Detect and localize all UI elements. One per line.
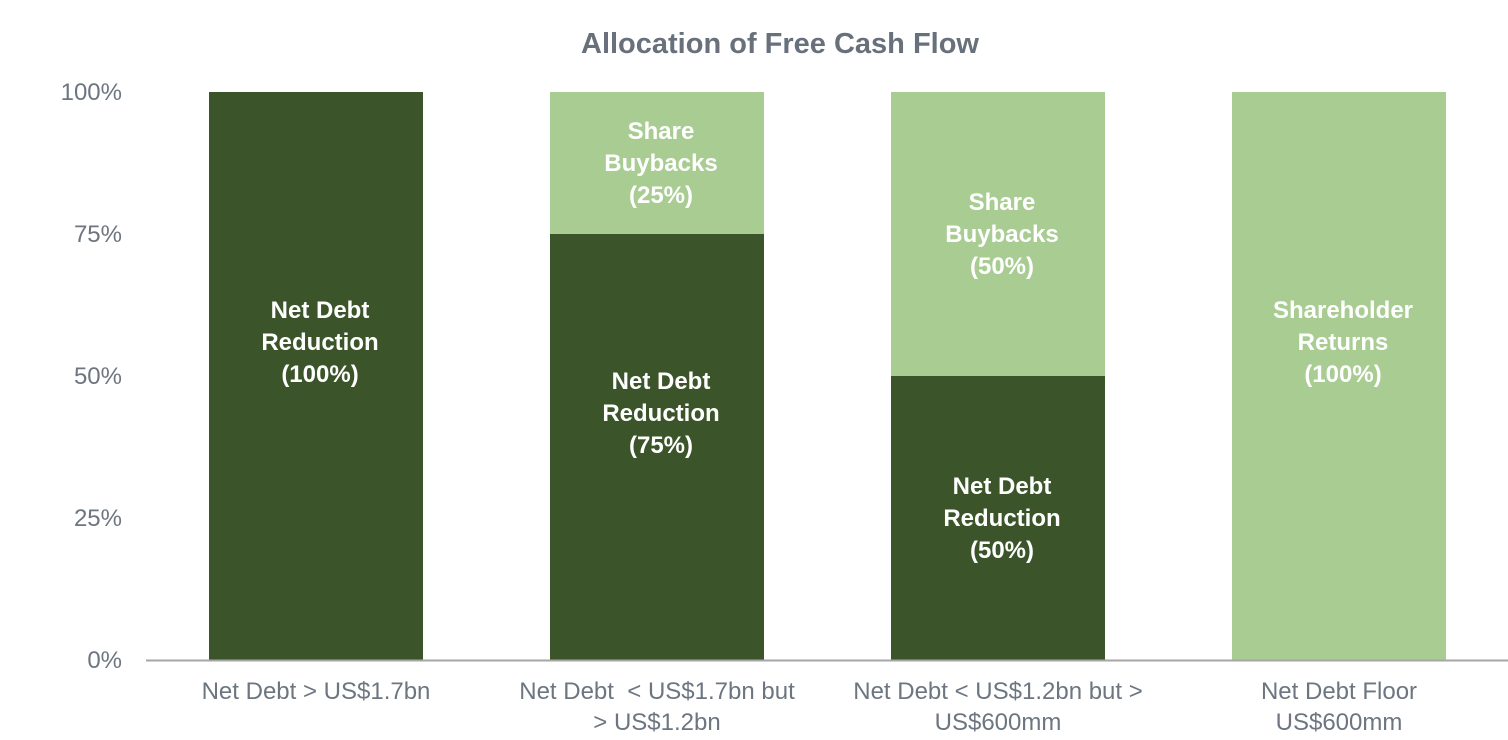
chart-title: Allocation of Free Cash Flow xyxy=(581,28,979,60)
bar-data-label: Reduction xyxy=(261,329,378,356)
bar-data-label: Shareholder xyxy=(1273,297,1413,324)
x-tick-label: Net Debt > US$1.7bn xyxy=(202,678,431,705)
bar-data-label: Reduction xyxy=(943,505,1060,532)
bar-data-label: Returns xyxy=(1298,329,1389,356)
y-tick-label: 0% xyxy=(87,647,122,674)
bar-data-label: Buybacks xyxy=(945,221,1058,248)
bar-data-label: Net Debt xyxy=(612,368,711,395)
bar-segment-dark xyxy=(550,234,764,660)
x-tick-label: Net Debt Floor xyxy=(1261,678,1417,705)
bar-data-label: (25%) xyxy=(629,182,693,209)
bar-data-label: Net Debt xyxy=(271,297,370,324)
bar-data-label: Share xyxy=(969,189,1036,216)
bar-segment-light xyxy=(891,92,1105,376)
y-tick-label: 100% xyxy=(61,79,122,106)
bar-segment-light xyxy=(1232,92,1446,660)
bar-data-label: Reduction xyxy=(602,400,719,427)
bar-segment-dark xyxy=(891,376,1105,660)
bar-data-label: (100%) xyxy=(1304,361,1381,388)
bar-segment-light xyxy=(550,92,764,234)
x-tick-label: Net Debt < US$1.2bn but > xyxy=(853,678,1143,705)
y-tick-label: 75% xyxy=(74,221,122,248)
bar-data-label: (50%) xyxy=(970,253,1034,280)
bar-data-label: Share xyxy=(628,118,695,145)
y-tick-label: 25% xyxy=(74,505,122,532)
bar-data-label: Net Debt xyxy=(953,473,1052,500)
x-tick-label: US$600mm xyxy=(935,709,1062,736)
x-tick-label: Net Debt < US$1.7bn but xyxy=(519,678,795,705)
x-tick-label: > US$1.2bn xyxy=(593,709,720,736)
bar-segment-dark xyxy=(209,92,423,660)
y-tick-label: 50% xyxy=(74,363,122,390)
bar-data-label: Buybacks xyxy=(604,150,717,177)
bar-data-label: (75%) xyxy=(629,432,693,459)
x-tick-label: US$600mm xyxy=(1276,709,1403,736)
bar-data-label: (50%) xyxy=(970,537,1034,564)
bar-data-label: (100%) xyxy=(281,361,358,388)
